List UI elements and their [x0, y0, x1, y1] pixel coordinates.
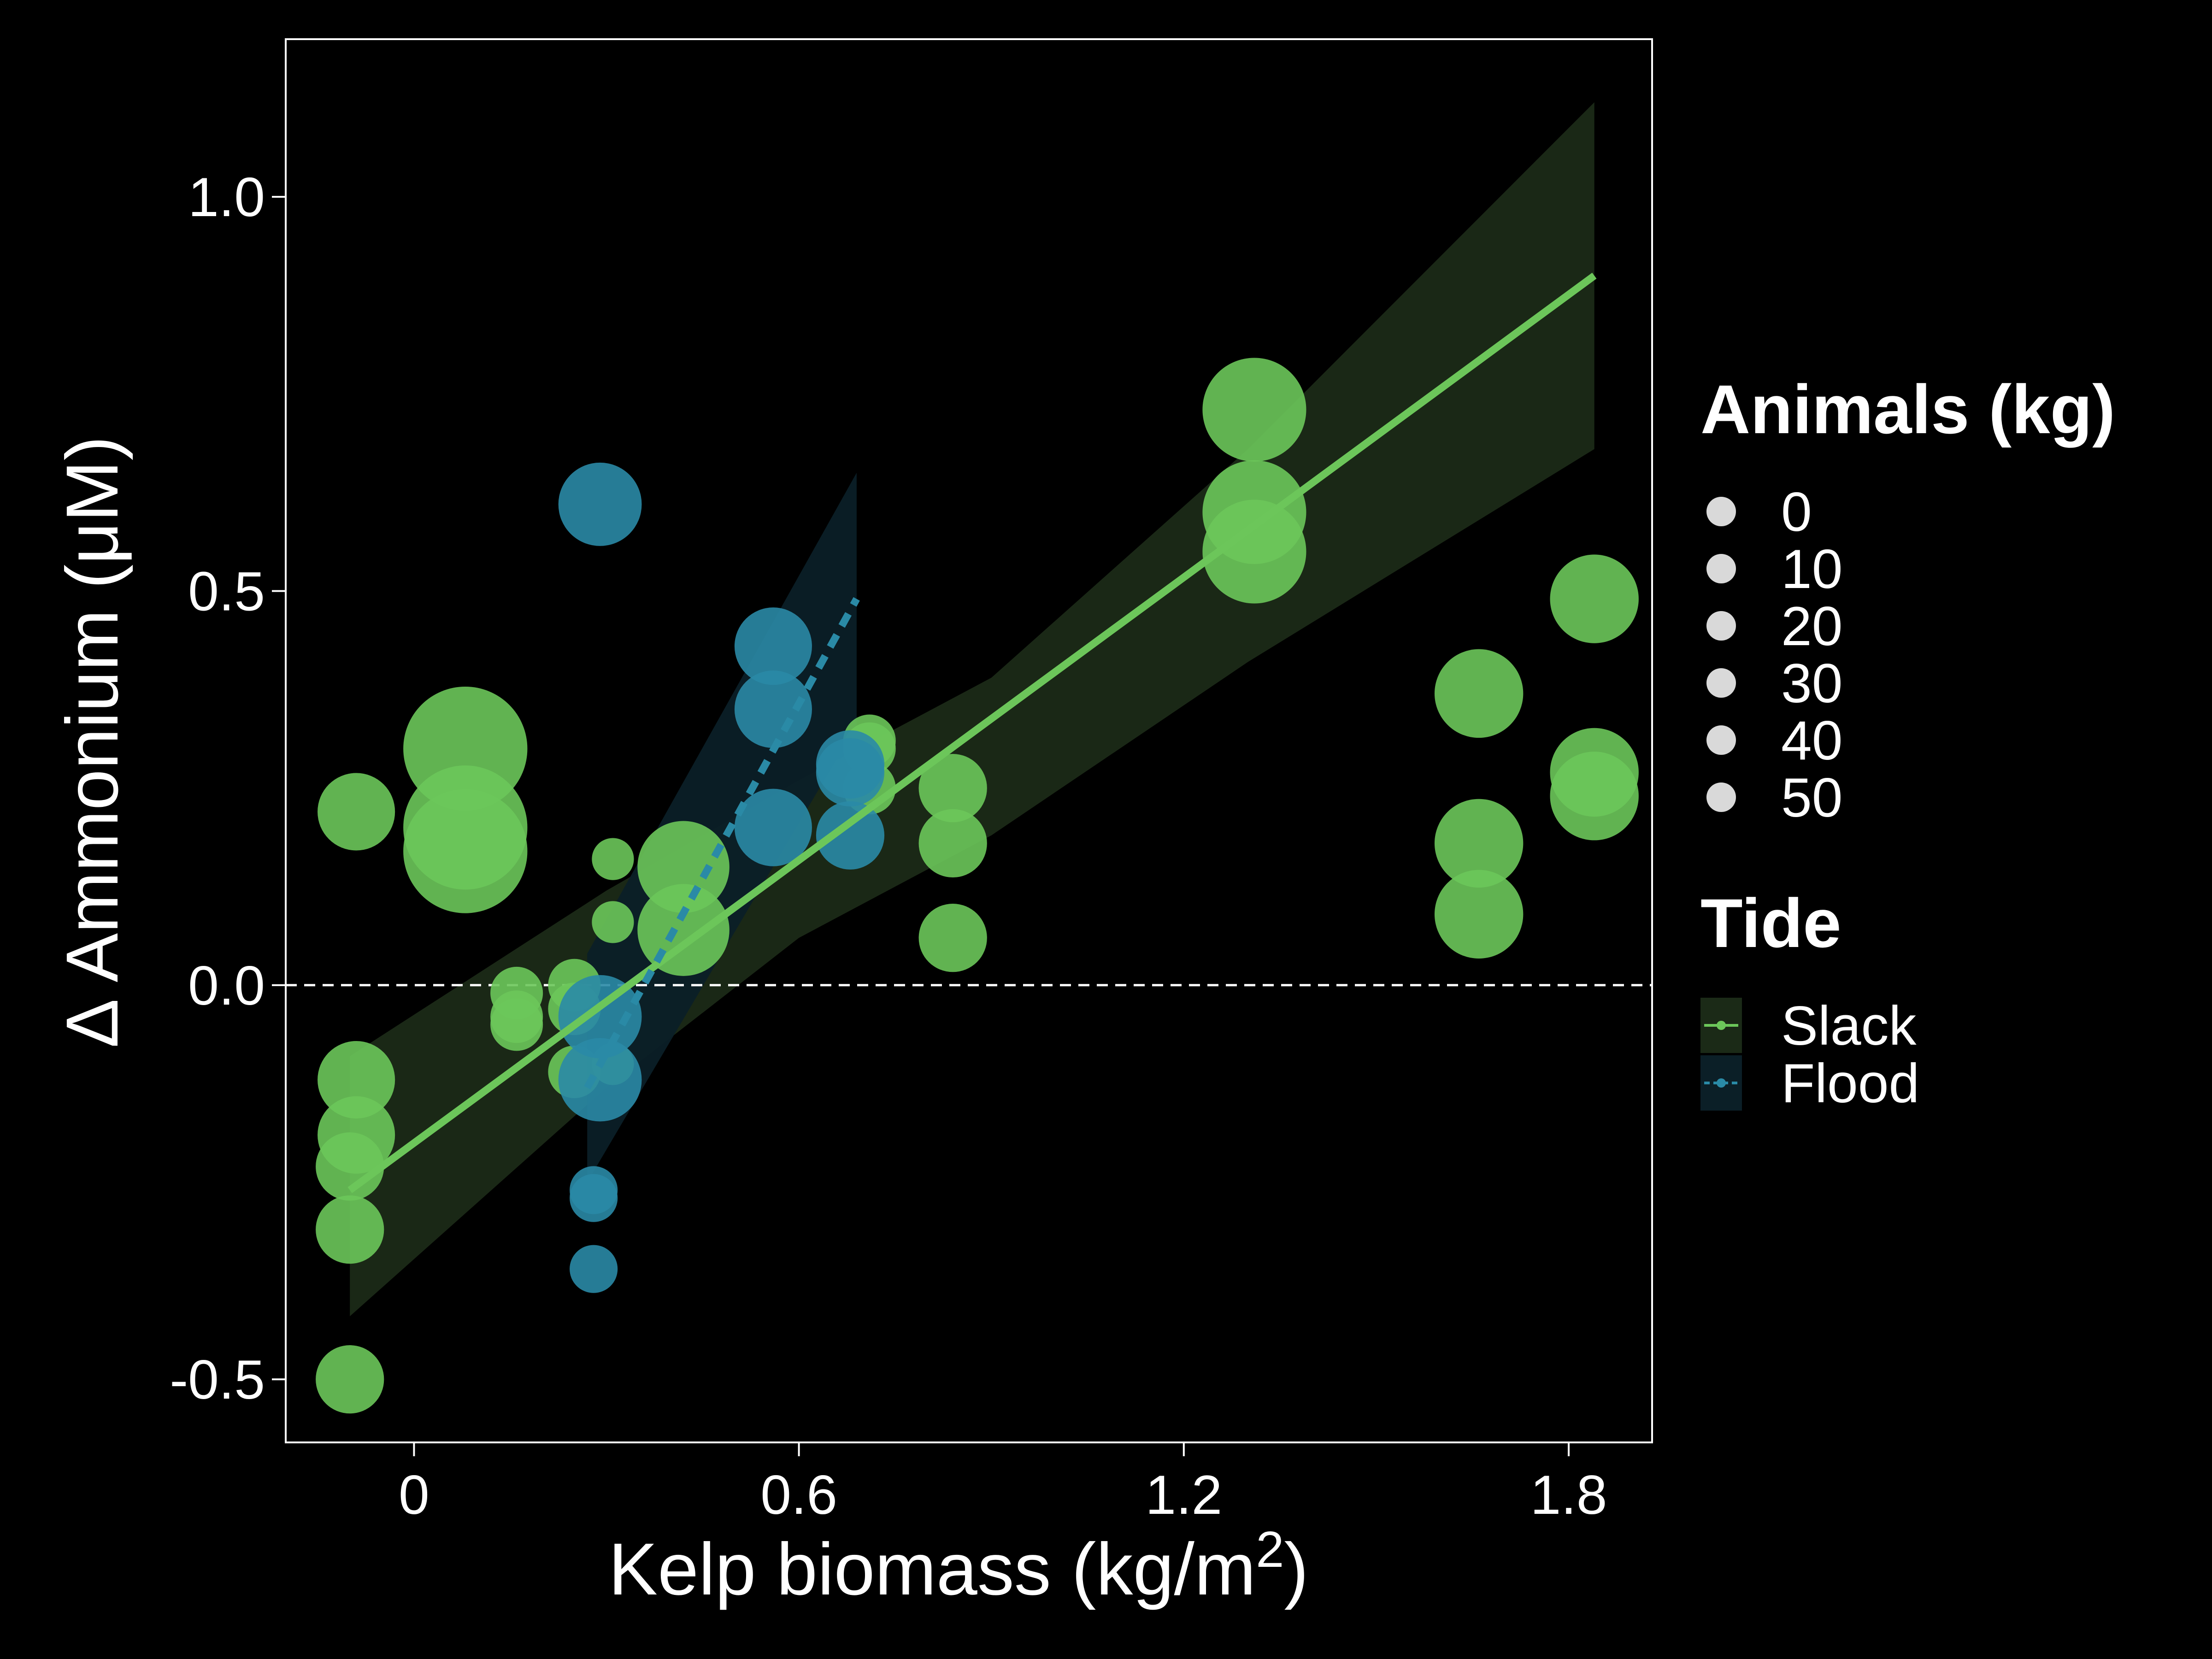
point-slack: [918, 904, 987, 972]
x-tick-label: 1.2: [1145, 1464, 1222, 1526]
legend-size-label: 40: [1781, 710, 1842, 771]
point-slack: [1202, 500, 1306, 604]
point-slack: [1202, 358, 1306, 462]
point-flood: [570, 1174, 618, 1222]
fit-line-slack: [347, 272, 1597, 1194]
legend-tide-label: Slack: [1781, 995, 1917, 1057]
legend-size-label: 0: [1781, 481, 1812, 543]
legend-size-key: [1706, 497, 1736, 526]
point-slack: [316, 1132, 384, 1201]
fit-line-flood: [584, 597, 860, 1090]
y-tick-label: 1.0: [188, 166, 265, 228]
x-axis-title-main: Kelp biomass (kg/m: [608, 1528, 1256, 1610]
x-axis-title-suffix: ): [1284, 1528, 1308, 1610]
point-flood: [734, 788, 812, 866]
legend-size-key: [1706, 725, 1736, 755]
x-tick-label: 0.6: [760, 1464, 837, 1526]
legend-tide-title: Tide: [1700, 884, 1841, 962]
point-slack: [316, 1345, 384, 1414]
legend-size-title: Animals (kg): [1700, 371, 2115, 448]
legend-tide-key-point: [1717, 1021, 1726, 1030]
point-slack: [318, 773, 395, 851]
point-slack: [316, 1195, 384, 1264]
x-axis-title-superscript: 2: [1256, 1521, 1284, 1578]
legend-tide-key-point: [1717, 1078, 1726, 1088]
point-slack: [637, 821, 729, 913]
point-slack: [1550, 554, 1639, 643]
point-flood: [558, 1038, 642, 1122]
legend-size-label: 20: [1781, 595, 1842, 657]
y-tick-label: 0.5: [188, 560, 265, 622]
fit-lines: [347, 272, 1597, 1194]
legend-tide-label: Flood: [1781, 1053, 1919, 1114]
legend-size-label: 50: [1781, 767, 1842, 829]
point-slack: [318, 1041, 395, 1119]
point-slack: [1434, 870, 1524, 959]
x-tick-label: 0: [399, 1464, 429, 1526]
legend-size-key: [1706, 782, 1736, 812]
legend-size-key: [1706, 611, 1736, 641]
legend-size-key: [1706, 554, 1736, 583]
x-axis-title: Kelp biomass (kg/m2): [608, 1521, 1308, 1610]
point-slack: [918, 754, 987, 823]
x-axis: 0 0.6 1.2 1.8: [286, 1441, 1652, 1526]
point-slack: [1434, 799, 1524, 888]
point-flood: [558, 462, 642, 546]
data-points: [316, 358, 1639, 1414]
point-slack: [592, 838, 634, 880]
legend-size-label: 30: [1781, 653, 1842, 714]
point-flood: [734, 607, 812, 685]
y-tick-label: -0.5: [170, 1349, 265, 1411]
legend-size-key: [1706, 668, 1736, 698]
point-slack: [490, 998, 543, 1051]
y-tick-label: 0.0: [188, 955, 265, 1017]
point-slack: [918, 809, 987, 878]
x-tick-label: 1.8: [1530, 1464, 1607, 1526]
legend-size-label: 10: [1781, 538, 1842, 600]
y-axis-title: Δ Ammonium (μM): [51, 436, 133, 1048]
point-slack: [637, 884, 729, 976]
y-axis: -0.5 0.0 0.5 1.0: [170, 39, 287, 1442]
point-flood: [558, 975, 642, 1059]
point-flood: [816, 801, 885, 870]
point-slack: [403, 789, 528, 913]
point-flood: [570, 1245, 618, 1293]
point-flood: [734, 671, 812, 748]
point-slack: [1434, 649, 1524, 738]
point-slack: [592, 901, 634, 943]
point-slack: [1550, 752, 1639, 841]
point-flood: [816, 738, 885, 807]
